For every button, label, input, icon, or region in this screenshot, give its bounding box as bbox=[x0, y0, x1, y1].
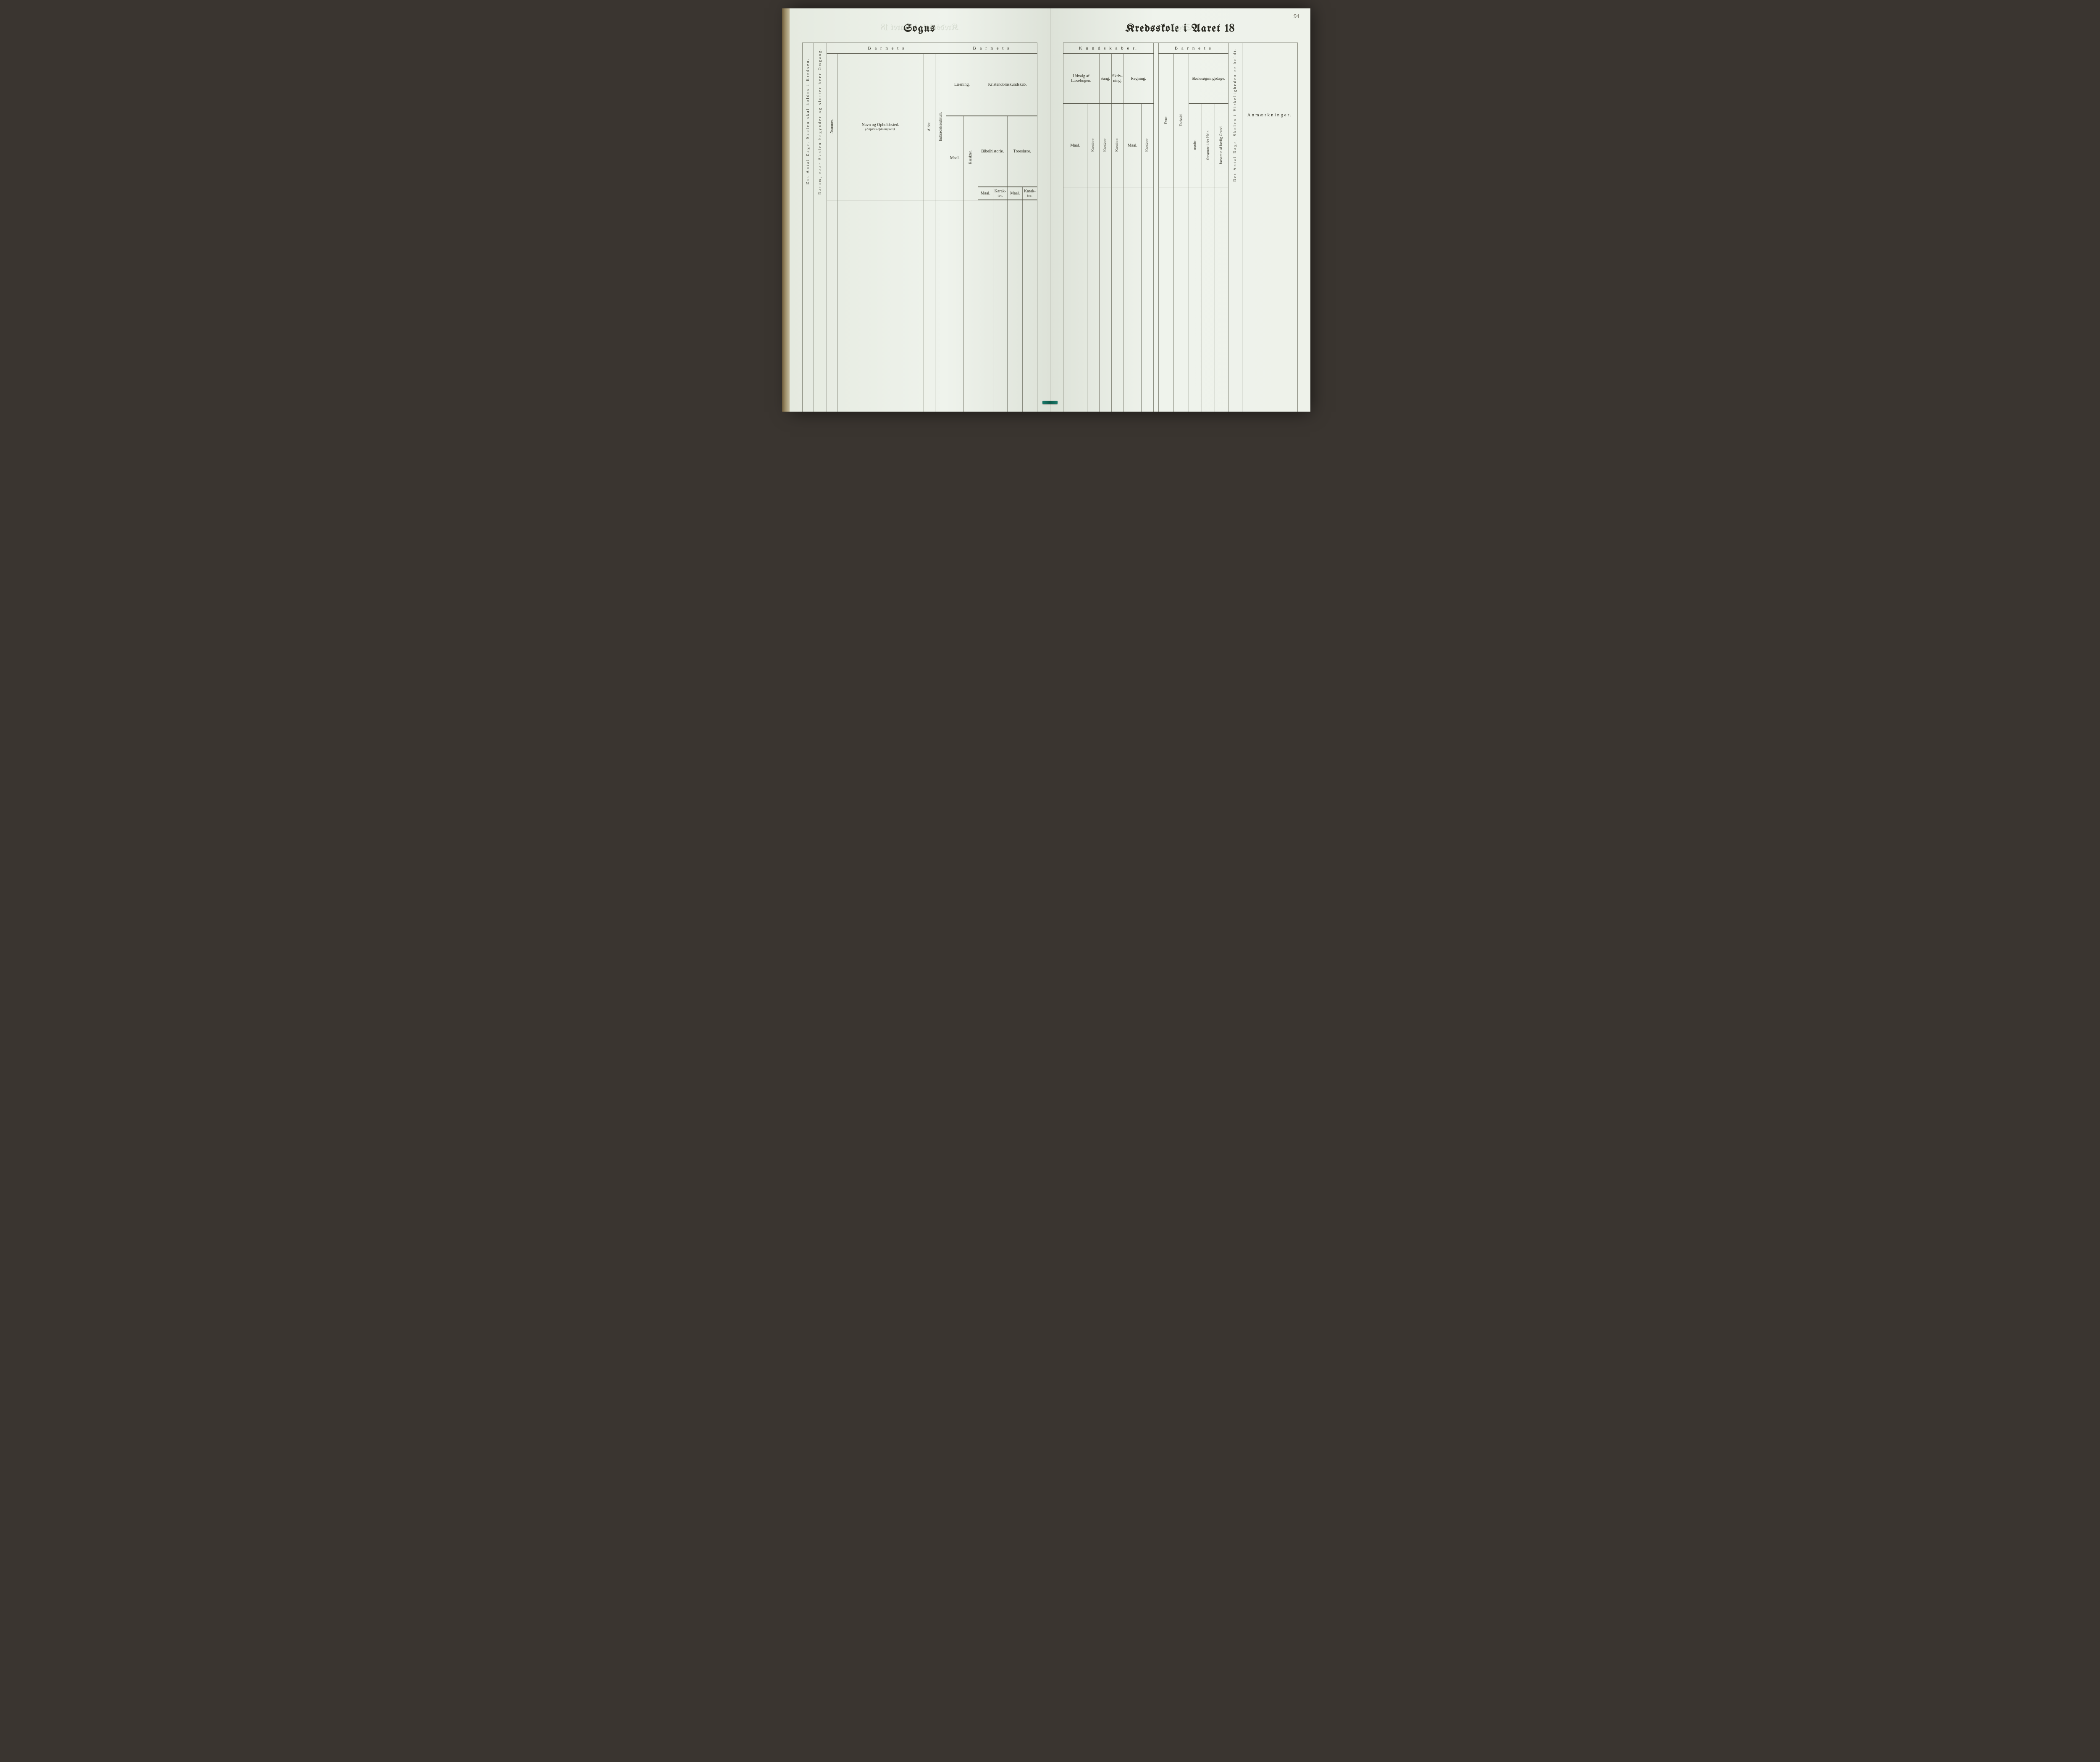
col-u-maal: Maal. bbox=[1063, 104, 1087, 187]
navn-sub: (Anføres afdelingsvis). bbox=[838, 127, 923, 131]
col-l-maal: Maal. bbox=[946, 116, 963, 200]
col-r-maal: Maal. bbox=[1124, 104, 1142, 187]
group-barnets-left-1: B a r n e t s bbox=[827, 43, 946, 54]
col-sang-kar: Karakter. bbox=[1103, 136, 1108, 153]
col-skriv-kar: Karakter. bbox=[1115, 136, 1119, 153]
col-nummer: Nummer. bbox=[830, 118, 834, 135]
col-gap bbox=[1154, 43, 1159, 187]
table-row bbox=[803, 200, 1037, 412]
group-barnets-left-2: B a r n e t s bbox=[946, 43, 1037, 54]
group-barnets-right: B a r n e t s bbox=[1159, 43, 1228, 54]
col-alder: Alder. bbox=[927, 120, 932, 133]
col-skolesogning: Skolesøgningsdage. bbox=[1189, 54, 1228, 104]
col-forhold: Forhold. bbox=[1179, 112, 1184, 128]
col-regning: Regning. bbox=[1124, 54, 1154, 104]
col-skriv: Skriv-ning. bbox=[1111, 54, 1124, 104]
col-antal-holdt: Det Antal Dage, Skolen i Virkeligheden e… bbox=[1233, 46, 1237, 184]
col-indtr: Indtrædelsesdatum. bbox=[939, 110, 943, 143]
col-navn: Navn og Opholdssted. (Anføres afdelingsv… bbox=[837, 54, 924, 200]
col-t-kar: Karak-ter. bbox=[1023, 187, 1037, 200]
col-f-lov: forsømte af lovlig Grund. bbox=[1219, 124, 1223, 166]
col-l-kar: Karakter. bbox=[969, 149, 973, 166]
left-title: Sogns bbox=[802, 23, 1037, 34]
spine-edge bbox=[782, 8, 790, 412]
col-modte: mødte. bbox=[1193, 138, 1197, 152]
navn-label: Navn og Opholdssted. bbox=[838, 123, 923, 127]
right-title: Kredsskole i Aaret 18 bbox=[1063, 23, 1298, 34]
col-u-kar: Karakter. bbox=[1091, 136, 1095, 153]
col-udvalg: Udvalg af Læsebogen. bbox=[1063, 54, 1099, 104]
col-evne: Evne. bbox=[1164, 114, 1168, 126]
table-row bbox=[1063, 187, 1298, 412]
right-page: 94 Sogns Kredsskole i Aaret 18 K u n d s… bbox=[1050, 8, 1311, 412]
binding-stitch bbox=[1042, 401, 1058, 404]
col-datum: Datum, naar Skolen begynder og slutter h… bbox=[818, 46, 822, 196]
col-f-hele: forsømte i det Hele. bbox=[1206, 128, 1210, 161]
col-t-maal: Maal. bbox=[1007, 187, 1022, 200]
book-spread: Kredsskole i Aaret 18 Sogns Det Antal Da… bbox=[790, 8, 1310, 412]
col-r-kar: Karakter. bbox=[1145, 136, 1150, 153]
group-kundskaber: K u n d s k a b e r. bbox=[1063, 43, 1154, 54]
col-laesning: Læsning. bbox=[946, 54, 978, 116]
col-kristendom: Kristendomskundskab. bbox=[978, 54, 1037, 116]
col-b-maal: Maal. bbox=[978, 187, 993, 200]
left-page: Kredsskole i Aaret 18 Sogns Det Antal Da… bbox=[790, 8, 1050, 412]
col-anm: Anmærkninger. bbox=[1242, 43, 1298, 187]
col-bibel: Bibelhistorie. bbox=[978, 116, 1007, 187]
page-number: 94 bbox=[1294, 13, 1299, 20]
col-troes: Troeslære. bbox=[1007, 116, 1037, 187]
col-antal-dage: Det Antal Dage, Skolen skal holdes i Kre… bbox=[806, 56, 810, 186]
col-sang: Sang. bbox=[1099, 54, 1111, 104]
left-table: Det Antal Dage, Skolen skal holdes i Kre… bbox=[802, 42, 1037, 412]
col-b-kar: Karak-ter. bbox=[993, 187, 1008, 200]
right-table: K u n d s k a b e r. B a r n e t s Det A… bbox=[1063, 42, 1298, 412]
